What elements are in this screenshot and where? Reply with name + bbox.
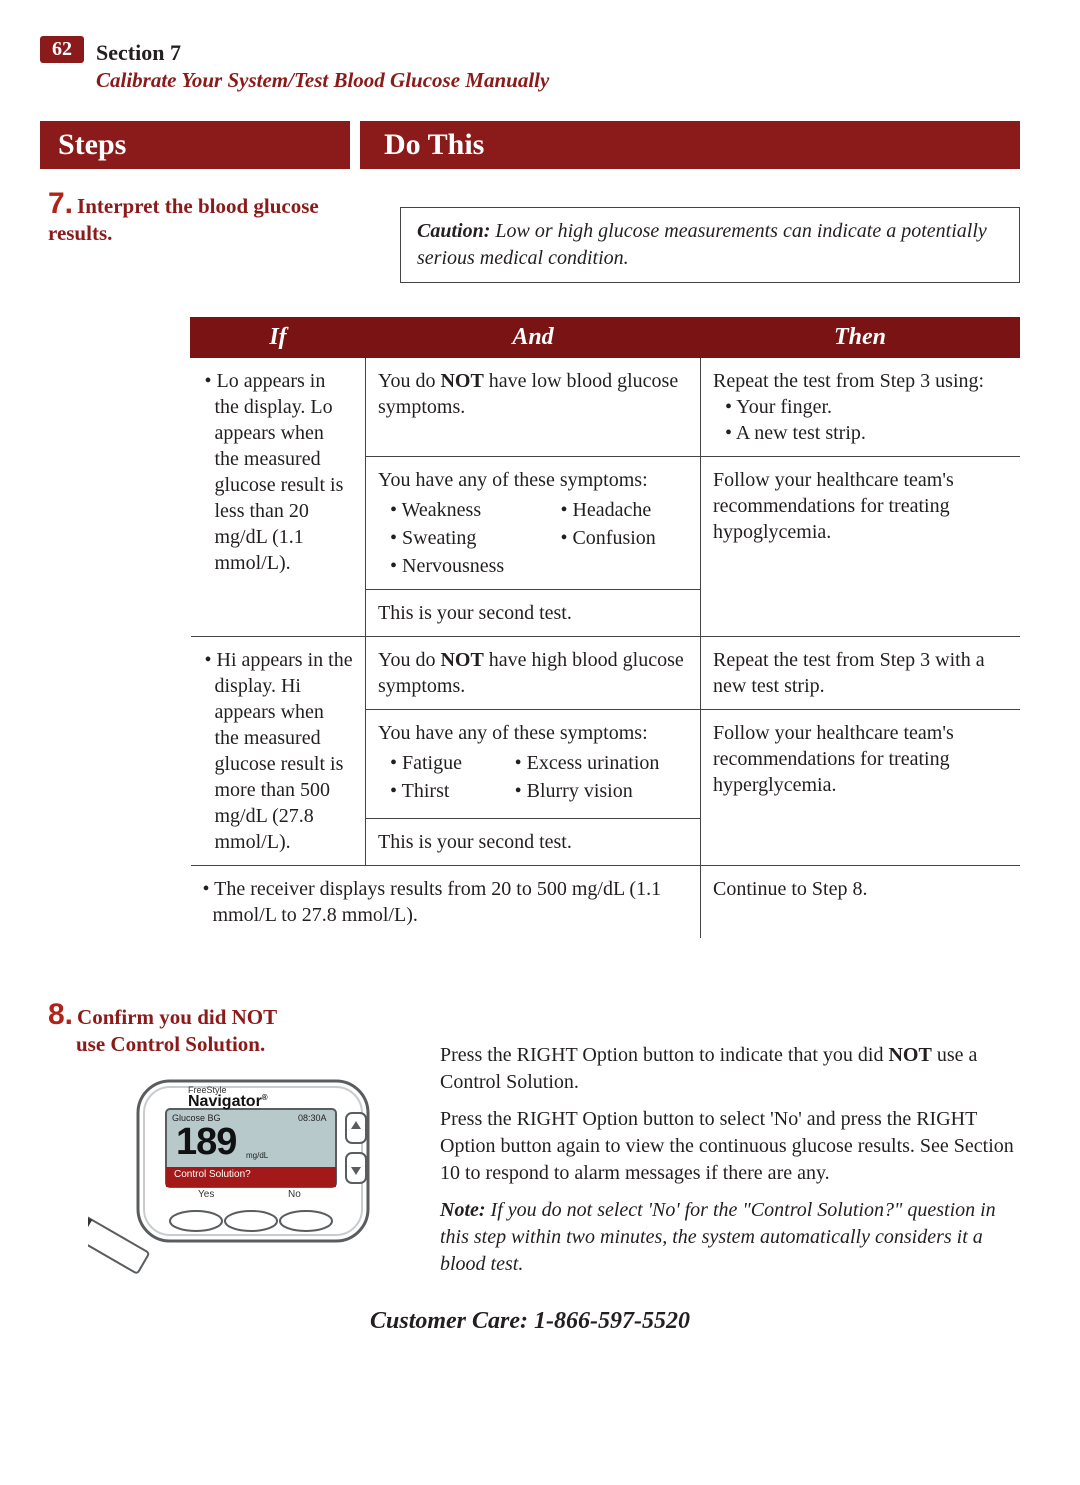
iat-hi-then2-cell: Follow your healthcare team's recommenda… [701, 710, 1020, 866]
step-8-note-lead: Note: [440, 1199, 486, 1221]
iat-lo-if-cell: • Lo appears in the display. Lo appears … [191, 358, 366, 637]
step-8-right: Press the RIGHT Option button to indicat… [420, 998, 1020, 1288]
if-and-then-table: If And Then • Lo appears in the display.… [190, 317, 1020, 938]
iat-lo-sym-4: • Nervousness [390, 553, 536, 579]
step-7-row: 7. Interpret the blood glucose results. … [40, 187, 1020, 283]
iat-lo-then1-a: Repeat the test from Step 3 using: [713, 368, 1008, 394]
document-page: 62 Section 7 Calibrate Your System/Test … [0, 0, 1080, 1485]
iat-hi-row-1: • Hi appears in the display. Hi appears … [191, 637, 1020, 710]
step-8-p1-not: NOT [888, 1044, 931, 1066]
iat-hi-symptom-list: • Fatigue • Excess urination • Thirst • … [390, 750, 688, 804]
iat-lo-symptom-list: • Weakness • Headache • Sweating • Confu… [390, 497, 688, 579]
iat-lo-and2-cell: You have any of these symptoms: • Weakne… [366, 457, 701, 590]
iat-lo-sym-3: • Confusion [560, 525, 688, 551]
device-prompt: Control Solution? [174, 1169, 251, 1180]
device-screen-value: 189 [176, 1121, 236, 1164]
step-8-title-b: use Control Solution. [76, 1032, 420, 1057]
iat-range-row: • The receiver displays results from 20 … [191, 866, 1020, 939]
iat-lo-then1-c: • A new test strip. [725, 420, 1008, 446]
caution-body: Low or high glucose measurements can ind… [417, 220, 987, 269]
device-yes: Yes [198, 1189, 214, 1200]
iat-hi-and2-intro: You have any of these symptoms: [378, 720, 688, 746]
section-subtitle: Calibrate Your System/Test Blood Glucose… [96, 68, 1020, 93]
step-8-number: 8. [48, 998, 73, 1031]
caution-lead: Caution: [417, 220, 490, 242]
iat-lo-then1-cell: Repeat the test from Step 3 using: • You… [701, 358, 1020, 457]
iat-lo-sym-2: • Sweating [390, 525, 536, 551]
iat-lo-second-test: This is your second test. [366, 590, 701, 637]
step-8-p1: Press the RIGHT Option button to indicat… [440, 1042, 1020, 1096]
iat-lo-row-1: • Lo appears in the display. Lo appears … [191, 358, 1020, 457]
iat-lo-if-text: • Lo appears in the display. Lo appears … [213, 368, 354, 576]
iat-header-if: If [191, 318, 366, 358]
iat-hi-if-text: • Hi appears in the display. Hi appears … [213, 647, 354, 855]
iat-lo-sym-0: • Weakness [390, 497, 536, 523]
device-brand-big: Navigator® [188, 1093, 268, 1111]
iat-header-row: If And Then [191, 318, 1020, 358]
step-8-row: 8. Confirm you did NOT use Control Solut… [40, 998, 1020, 1288]
page-number-badge: 62 [40, 36, 84, 63]
iat-hi-second-test: This is your second test. [366, 819, 701, 866]
iat-lo-sym-1: • Headache [560, 497, 688, 523]
iat-hi-and1-not: NOT [440, 649, 483, 671]
step-8-note: Note: If you do not select 'No' for the … [440, 1197, 1020, 1278]
step-7-title: Interpret the blood glucose results. [48, 194, 319, 245]
iat-lo-and2-intro: You have any of these symptoms: [378, 467, 688, 493]
device-screen-unit: mg/dL [246, 1151, 268, 1160]
device-illustration: FreeStyle Navigator® Glucose BG 08:30A 1… [88, 1073, 388, 1283]
iat-hi-and1-cell: You do NOT have high blood glucose sympt… [366, 637, 701, 710]
step-7-left: 7. Interpret the blood glucose results. [40, 187, 360, 283]
step-8-title-a: Confirm you did NOT [77, 1005, 277, 1029]
step-7-number: 7. [48, 187, 73, 220]
iat-hi-sym-2: • Thirst [390, 778, 491, 804]
device-no: No [288, 1189, 301, 1200]
iat-range-then: Continue to Step 8. [701, 866, 1020, 939]
iat-lo-and1-a: You do [378, 370, 440, 392]
if-and-then-table-wrap: If And Then • Lo appears in the display.… [190, 317, 1020, 938]
iat-hi-sym-0: • Fatigue [390, 750, 491, 776]
iat-header-and: And [366, 318, 701, 358]
iat-lo-and1-not: NOT [440, 370, 483, 392]
step-8-left: 8. Confirm you did NOT use Control Solut… [40, 998, 420, 1288]
iat-lo-then1-b: • Your finger. [725, 394, 1008, 420]
section-label: Section 7 [96, 40, 1020, 66]
iat-hi-and1-a: You do [378, 649, 440, 671]
footer-customer-care: Customer Care: 1-866-597-5520 [40, 1308, 1020, 1335]
step-8-note-body: If you do not select 'No' for the "Contr… [440, 1199, 996, 1275]
iat-lo-then2-cell: Follow your healthcare team's recommenda… [701, 457, 1020, 637]
caution-box: Caution: Low or high glucose measurement… [400, 207, 1020, 283]
iat-hi-then1-cell: Repeat the test from Step 3 with a new t… [701, 637, 1020, 710]
steps-header-right: Do This [360, 121, 1020, 169]
iat-hi-if-cell: • Hi appears in the display. Hi appears … [191, 637, 366, 866]
steps-header-left: Steps [40, 121, 350, 169]
iat-hi-sym-1: • Excess urination [515, 750, 688, 776]
device-screen-time: 08:30A [298, 1113, 327, 1123]
iat-hi-sym-3: • Blurry vision [515, 778, 688, 804]
iat-range-text: • The receiver displays results from 20 … [191, 866, 701, 939]
step-7-right: Caution: Low or high glucose measurement… [360, 187, 1020, 283]
steps-header-bar: Steps Do This [40, 121, 1020, 169]
iat-hi-and2-cell: You have any of these symptoms: • Fatigu… [366, 710, 701, 819]
iat-header-then: Then [701, 318, 1020, 358]
iat-lo-and1-cell: You do NOT have low blood glucose sympto… [366, 358, 701, 457]
step-8-p2: Press the RIGHT Option button to select … [440, 1106, 1020, 1187]
